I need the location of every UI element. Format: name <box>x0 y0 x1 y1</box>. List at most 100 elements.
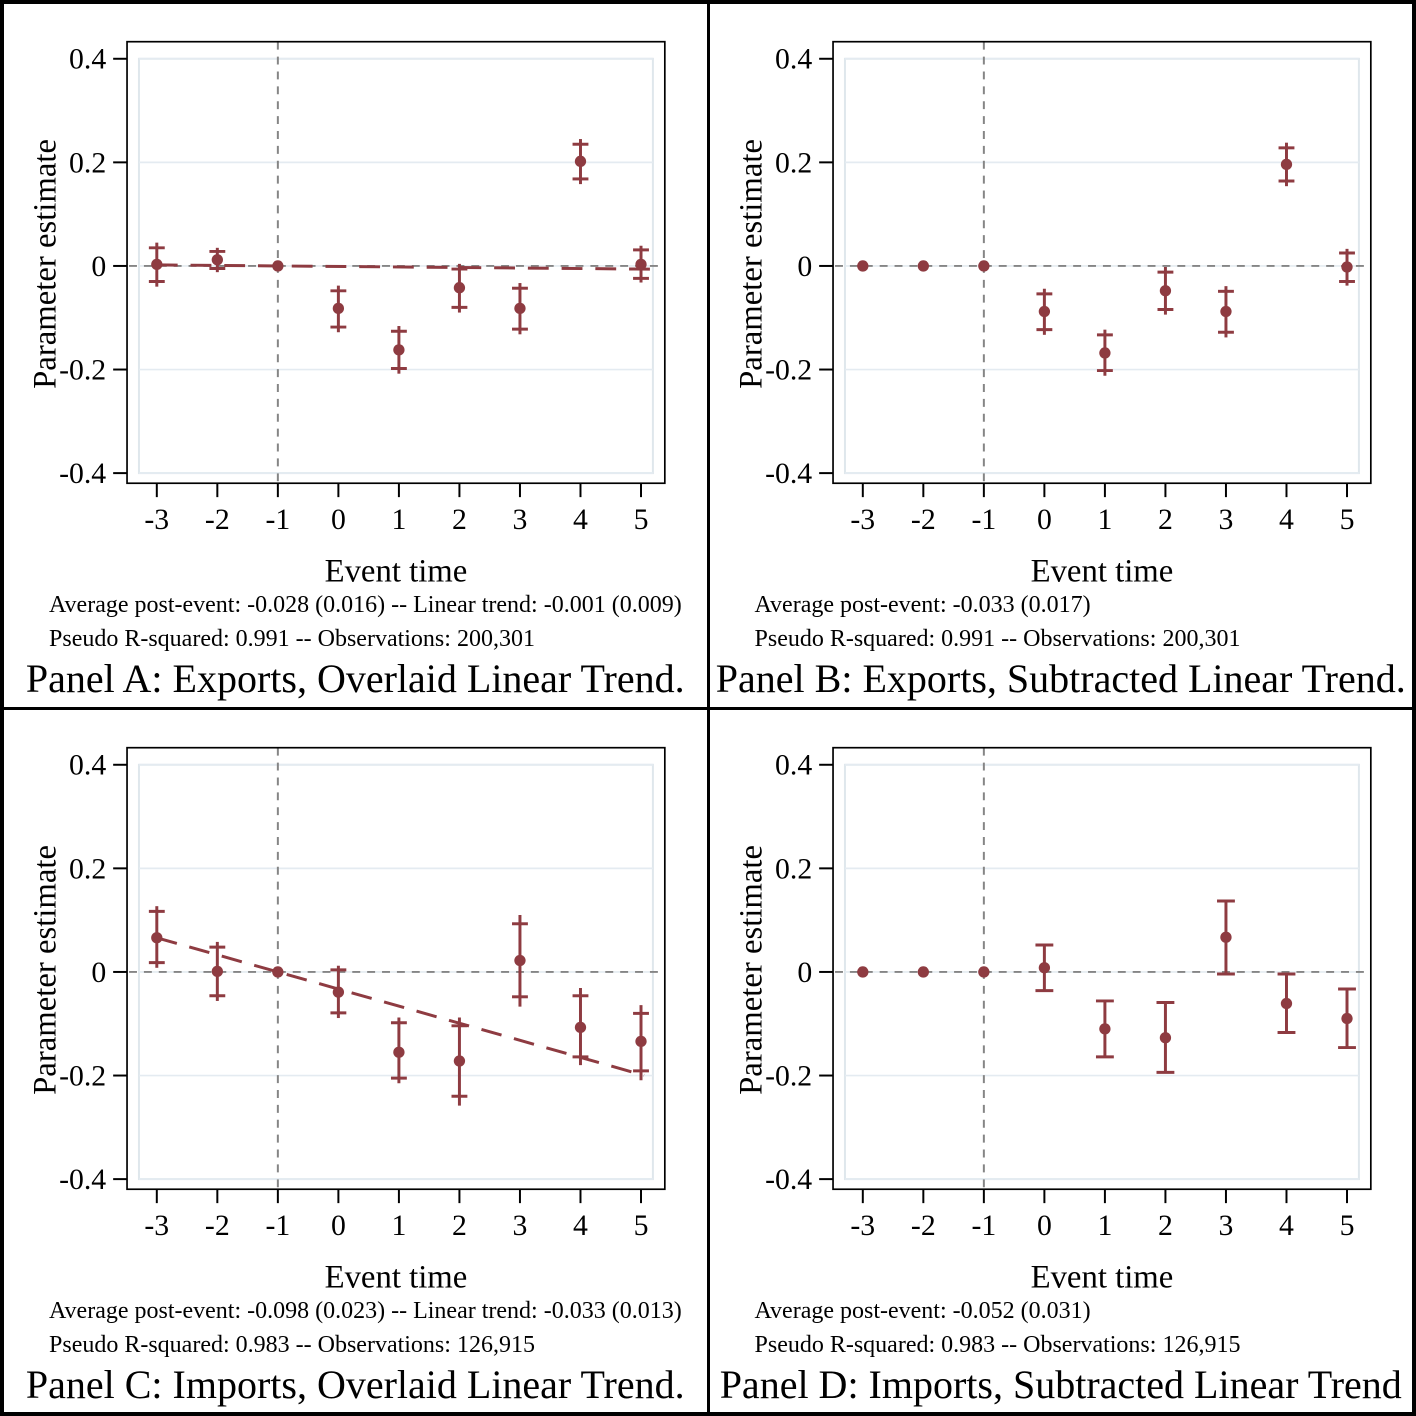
x-tick-label: 1 <box>1097 1208 1112 1241</box>
x-tick-label: -1 <box>971 503 996 536</box>
linear-trend-line <box>156 263 663 271</box>
y-axis-title: Parameter estimate <box>28 844 64 1094</box>
x-tick-label: 3 <box>1218 503 1233 536</box>
data-point <box>635 258 647 271</box>
y-tick-label: -0.2 <box>765 353 812 386</box>
x-tick-label: -2 <box>910 1208 935 1241</box>
note-line: Average post-event: -0.052 (0.031) <box>754 1297 1091 1324</box>
data-point <box>393 344 405 356</box>
y-tick-label: -0.2 <box>59 1059 106 1092</box>
panel-c-notes: Average post-event: -0.098 (0.023) -- Li… <box>49 1294 695 1362</box>
y-tick-label: 0 <box>91 250 106 283</box>
data-point <box>917 260 929 272</box>
note-line: Pseudo R-squared: 0.983 -- Observations:… <box>49 1331 535 1358</box>
data-point <box>977 260 990 272</box>
y-tick-label: 0 <box>797 250 812 283</box>
axis-box <box>831 746 1372 1190</box>
y-tick-label: -0.2 <box>59 353 106 386</box>
x-axis-title: Event time <box>325 553 468 589</box>
axis-box <box>126 40 666 485</box>
x-tick-label: 4 <box>1279 1208 1294 1241</box>
x-tick-label: -3 <box>144 1208 169 1241</box>
x-tick-label: -2 <box>205 503 230 536</box>
data-point <box>917 965 929 978</box>
data-point <box>1098 1022 1111 1035</box>
x-tick-label: 1 <box>391 1208 406 1241</box>
x-tick-label: -1 <box>265 503 290 536</box>
y-tick-label: -0.4 <box>765 457 812 490</box>
data-point <box>856 965 868 978</box>
note-line: Pseudo R-squared: 0.991 -- Observations:… <box>49 626 535 652</box>
data-point <box>574 155 587 167</box>
y-tick-label: -0.2 <box>765 1059 812 1092</box>
note-line: Pseudo R-squared: 0.983 -- Observations:… <box>754 1331 1241 1358</box>
y-tick-label: -0.4 <box>59 1163 106 1196</box>
data-point <box>1280 158 1292 171</box>
x-tick-label: 5 <box>1339 503 1354 536</box>
data-point <box>1219 931 1232 943</box>
y-tick-label: 0.2 <box>69 146 106 179</box>
x-tick-label: 0 <box>1036 1208 1051 1241</box>
note-line: Average post-event: -0.098 (0.023) -- Li… <box>49 1297 682 1324</box>
y-axis-title: Parameter estimate <box>28 139 64 389</box>
panel-a-chart: 0.4 0.2 0 -0.2 -0.4 -3 -2 -1 0 1 2 3 4 5 Parameter est… <box>28 40 666 589</box>
panel-a-notes: Average post-event: -0.028 (0.016) -- Li… <box>49 588 695 656</box>
data-point <box>1340 1012 1353 1024</box>
y-tick-label: -0.4 <box>765 1163 812 1196</box>
panel-b-chart: 0.4 0.2 0 -0.2 -0.4 -3 -2 -1 0 1 2 3 4 5 Parameter est… <box>733 40 1372 589</box>
x-tick-label: -1 <box>971 1208 996 1241</box>
data-point <box>211 965 223 977</box>
panel-b-notes: Average post-event: -0.033 (0.017) Pseud… <box>755 588 1401 656</box>
y-tick-label: 0.2 <box>775 852 812 885</box>
data-point <box>635 1035 647 1047</box>
x-tick-label: 0 <box>331 503 346 536</box>
data-point <box>332 985 345 998</box>
linear-trend-line <box>156 935 645 1077</box>
data-point <box>151 258 163 271</box>
y-tick-label: 0.4 <box>775 748 812 781</box>
data-point <box>272 965 284 978</box>
x-tick-label: 1 <box>391 503 406 536</box>
x-axis-title: Event time <box>1030 1259 1173 1295</box>
y-tick-label: 0.4 <box>69 43 106 76</box>
data-point <box>393 1046 405 1058</box>
x-axis-title: Event time <box>325 1259 468 1295</box>
panel-b: 0.4 0.2 0 -0.2 -0.4 -3 -2 -1 0 1 2 3 4 5 Parameter est… <box>709 4 1412 707</box>
note-line: Pseudo R-squared: 0.991 -- Observations:… <box>754 626 1241 652</box>
x-tick-label: -2 <box>205 1208 230 1241</box>
x-tick-label: 3 <box>1218 1208 1233 1241</box>
panel-c-title: Panel C: Imports, Overlaid Linear Trend. <box>25 1361 685 1407</box>
data-point <box>453 282 466 294</box>
data-point <box>211 254 223 266</box>
x-tick-label: 5 <box>634 503 649 536</box>
y-tick-label: 0.4 <box>775 43 812 76</box>
data-point <box>1159 285 1171 297</box>
data-point <box>272 260 284 272</box>
x-tick-label: 4 <box>1279 503 1294 536</box>
x-tick-label: 5 <box>634 1208 649 1241</box>
panel-a: 0.4 0.2 0 -0.2 -0.4 -3 -2 -1 0 1 2 3 4 5 Parameter est… <box>4 4 707 707</box>
data-point <box>1219 305 1232 318</box>
data-point <box>1038 961 1050 973</box>
data-point <box>514 954 526 966</box>
panel-d-title: Panel D: Imports, Subtracted Linear Tren… <box>719 1361 1402 1407</box>
axis-box <box>831 40 1372 485</box>
x-axis-title: Event time <box>1030 553 1173 589</box>
panel-b-title: Panel B: Exports, Subtracted Linear Tren… <box>715 656 1406 701</box>
x-tick-label: 2 <box>452 503 467 536</box>
data-point <box>1098 347 1111 359</box>
data-point <box>977 965 990 978</box>
note-line: Average post-event: -0.028 (0.016) -- Li… <box>49 592 682 618</box>
data-point <box>514 302 526 315</box>
x-tick-label: -3 <box>850 503 875 536</box>
data-point <box>151 931 163 943</box>
y-tick-label: 0.2 <box>775 146 812 179</box>
data-point <box>453 1054 466 1067</box>
x-tick-label: 2 <box>452 1208 467 1241</box>
x-tick-label: 4 <box>573 1208 588 1241</box>
panel-d-chart: 0.4 0.2 0 -0.2 -0.4 -3 -2 -1 0 1 2 3 4 5 Parameter est… <box>733 746 1372 1295</box>
data-point <box>856 260 868 272</box>
x-tick-label: -2 <box>910 503 935 536</box>
x-tick-label: 0 <box>1036 503 1051 536</box>
